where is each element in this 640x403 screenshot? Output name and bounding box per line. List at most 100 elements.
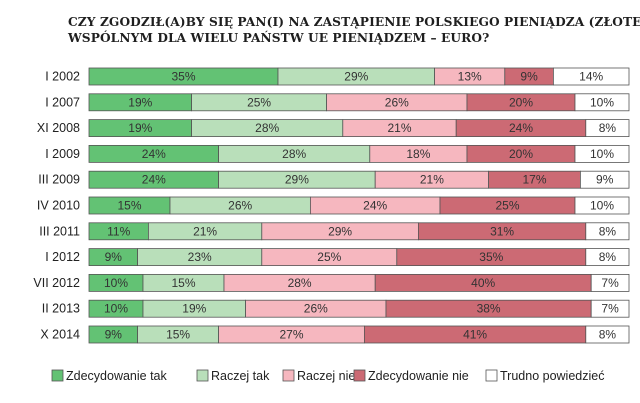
data-label: 25%	[317, 250, 341, 264]
legend-label: Raczej nie	[297, 369, 355, 383]
data-label: 26%	[385, 95, 409, 109]
legend-label: Zdecydowanie nie	[368, 369, 469, 383]
bar-row-ii-2013: II 2013 10% 19% 26% 38% 7%	[42, 299, 630, 318]
data-label: 20%	[509, 95, 533, 109]
legend-swatch	[353, 369, 366, 382]
category-label: VII 2012	[33, 276, 80, 290]
data-label: 24%	[142, 147, 166, 161]
bar-segment-trudno-powiedziec	[580, 170, 630, 189]
bar-segment-trudno-powiedziec	[590, 273, 630, 292]
legend-item-raczej-nie: Raczej nie	[282, 369, 355, 383]
bar-segment-trudno-powiedziec	[585, 119, 630, 137]
bar-segment-trudno-powiedziec	[585, 248, 630, 267]
bar-row-xi-2008: XI 2008 19% 28% 21% 24% 8%	[37, 119, 630, 137]
category-label: I 2002	[45, 70, 80, 84]
bar-segment-trudno-powiedziec	[574, 196, 630, 215]
bar-segment-trudno-powiedziec	[574, 93, 630, 112]
legend-item-zdecydowanie-tak: Zdecydowanie tak	[51, 369, 168, 383]
legend-label: Trudno powiedzieć	[500, 369, 604, 383]
data-label: 19%	[182, 302, 206, 316]
chart-title: CZY ZGODZIŁ(A)BY SIĘ PAN(I) NA ZASTĄPIEN…	[68, 14, 640, 46]
category-label: XI 2008	[37, 121, 80, 135]
legend-item-zdecydowanie-nie: Zdecydowanie nie	[353, 369, 469, 383]
data-label: 28%	[288, 276, 312, 290]
chart-title-line-1: CZY ZGODZIŁ(A)BY SIĘ PAN(I) NA ZASTĄPIEN…	[68, 15, 640, 29]
data-label: 24%	[509, 121, 533, 135]
data-label: 9%	[596, 173, 614, 187]
data-label: 24%	[142, 173, 166, 187]
data-label: 10%	[590, 147, 614, 161]
data-label: 40%	[471, 276, 495, 290]
category-label: III 2009	[38, 173, 80, 187]
bar-row-i-2007: I 2007 19% 25% 26% 20% 10%	[45, 93, 630, 112]
data-label: 26%	[228, 199, 252, 213]
bar-rows: I 2002 35% 29% 13% 9% 14% I 2007 19% 25% 26% 20% 10…	[33, 67, 630, 344]
bar-row-vii-2012: VII 2012 10% 15% 28% 40% 7%	[33, 273, 630, 292]
data-label: 27%	[279, 328, 303, 342]
category-label: IV 2010	[37, 199, 80, 213]
data-label: 8%	[599, 250, 617, 264]
data-label: 31%	[490, 224, 514, 238]
bar-segment-trudno-powiedziec	[585, 222, 630, 241]
legend-label: Raczej tak	[211, 369, 270, 383]
category-label: I 2012	[45, 250, 80, 264]
bar-row-i-2009: I 2009 24% 28% 18% 20% 10%	[45, 144, 630, 163]
category-label: II 2013	[42, 302, 80, 316]
legend-swatch	[51, 369, 64, 382]
data-label: 7%	[601, 302, 619, 316]
data-label: 10%	[590, 95, 614, 109]
data-label: 35%	[479, 250, 503, 264]
data-label: 10%	[104, 302, 128, 316]
data-label: 8%	[599, 224, 617, 238]
data-label: 9%	[520, 70, 538, 84]
data-label: 35%	[171, 70, 195, 84]
bar-segment-trudno-powiedziec	[574, 144, 630, 163]
legend-swatch	[282, 369, 295, 382]
data-label: 21%	[193, 224, 217, 238]
category-label: I 2009	[45, 147, 80, 161]
data-label: 9%	[105, 250, 123, 264]
data-label: 29%	[328, 224, 352, 238]
data-label: 15%	[166, 328, 190, 342]
bar-row-x-2014: X 2014 9% 15% 27% 41% 8%	[40, 325, 630, 344]
data-label: 10%	[104, 276, 128, 290]
category-label: III 2011	[39, 224, 80, 238]
data-label: 13%	[458, 70, 482, 84]
legend-label: Zdecydowanie tak	[66, 369, 168, 383]
legend: Zdecydowanie tak Raczej tak Raczej nie Zdec…	[51, 369, 604, 383]
bar-row-i-2012: I 2012 9% 23% 25% 35% 8%	[45, 248, 630, 267]
data-label: 23%	[188, 250, 212, 264]
data-label: 26%	[304, 302, 328, 316]
data-label: 25%	[495, 199, 519, 213]
data-label: 15%	[171, 276, 195, 290]
data-label: 8%	[599, 121, 617, 135]
data-label: 18%	[406, 147, 430, 161]
legend-item-trudno-powiedziec: Trudno powiedzieć	[485, 369, 604, 383]
data-label: 38%	[477, 302, 501, 316]
bar-segment-trudno-powiedziec	[585, 325, 630, 344]
category-label: I 2007	[45, 95, 80, 109]
data-label: 19%	[128, 95, 152, 109]
bar-row-i-2002: I 2002 35% 29% 13% 9% 14%	[45, 67, 630, 86]
legend-item-raczej-tak: Raczej tak	[196, 369, 270, 383]
data-label: 29%	[344, 70, 368, 84]
data-label: 41%	[463, 328, 487, 342]
data-label: 24%	[363, 199, 387, 213]
bar-row-iii-2009: III 2009 24% 29% 21% 17% 9%	[38, 170, 630, 189]
data-label: 21%	[387, 121, 411, 135]
data-label: 29%	[285, 173, 309, 187]
data-label: 17%	[522, 173, 546, 187]
bar-row-iii-2011: III 2011 11% 21% 29% 31% 8%	[39, 222, 630, 241]
data-label: 19%	[128, 121, 152, 135]
data-label: 7%	[601, 276, 619, 290]
data-label: 9%	[105, 328, 123, 342]
legend-swatch	[485, 369, 498, 382]
bar-segment-trudno-powiedziec	[590, 299, 630, 318]
data-label: 28%	[282, 147, 306, 161]
chart-title-line-2: WSPÓLNYM DLA WIELU PAŃSTW UE PIENIĄDZEM …	[68, 31, 490, 45]
data-label: 21%	[420, 173, 444, 187]
data-label: 20%	[509, 147, 533, 161]
data-label: 28%	[255, 121, 279, 135]
data-label: 11%	[107, 224, 130, 238]
